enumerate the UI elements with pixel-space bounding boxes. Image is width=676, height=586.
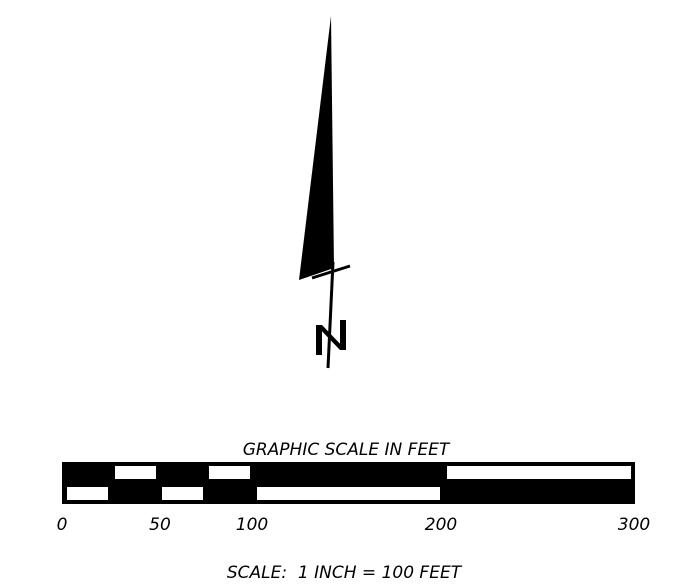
north-arrow-blade [299, 16, 334, 280]
north-arrow-crossbar [311, 264, 351, 280]
north-arrow: N [299, 16, 351, 369]
scale-tick-label: 300 [618, 515, 650, 535]
scale-tick-label: 100 [236, 515, 268, 535]
scale-statement: SCALE: 1 INCH = 100 FEET [227, 563, 463, 583]
scale-tick-label: 200 [425, 515, 457, 535]
scale-tick-label: 50 [149, 515, 171, 535]
north-arrow-shaft [326, 261, 335, 369]
graphic-scale: GRAPHIC SCALE IN FEET 0 50 100 200 300 [57, 440, 651, 535]
scale-tick-labels: 0 50 100 200 300 [57, 515, 651, 535]
scale-tick-label: 0 [57, 515, 68, 535]
north-letter-icon [316, 320, 346, 355]
graphic-scale-title: GRAPHIC SCALE IN FEET [243, 440, 451, 460]
scale-bar-white-segments [67, 466, 631, 500]
